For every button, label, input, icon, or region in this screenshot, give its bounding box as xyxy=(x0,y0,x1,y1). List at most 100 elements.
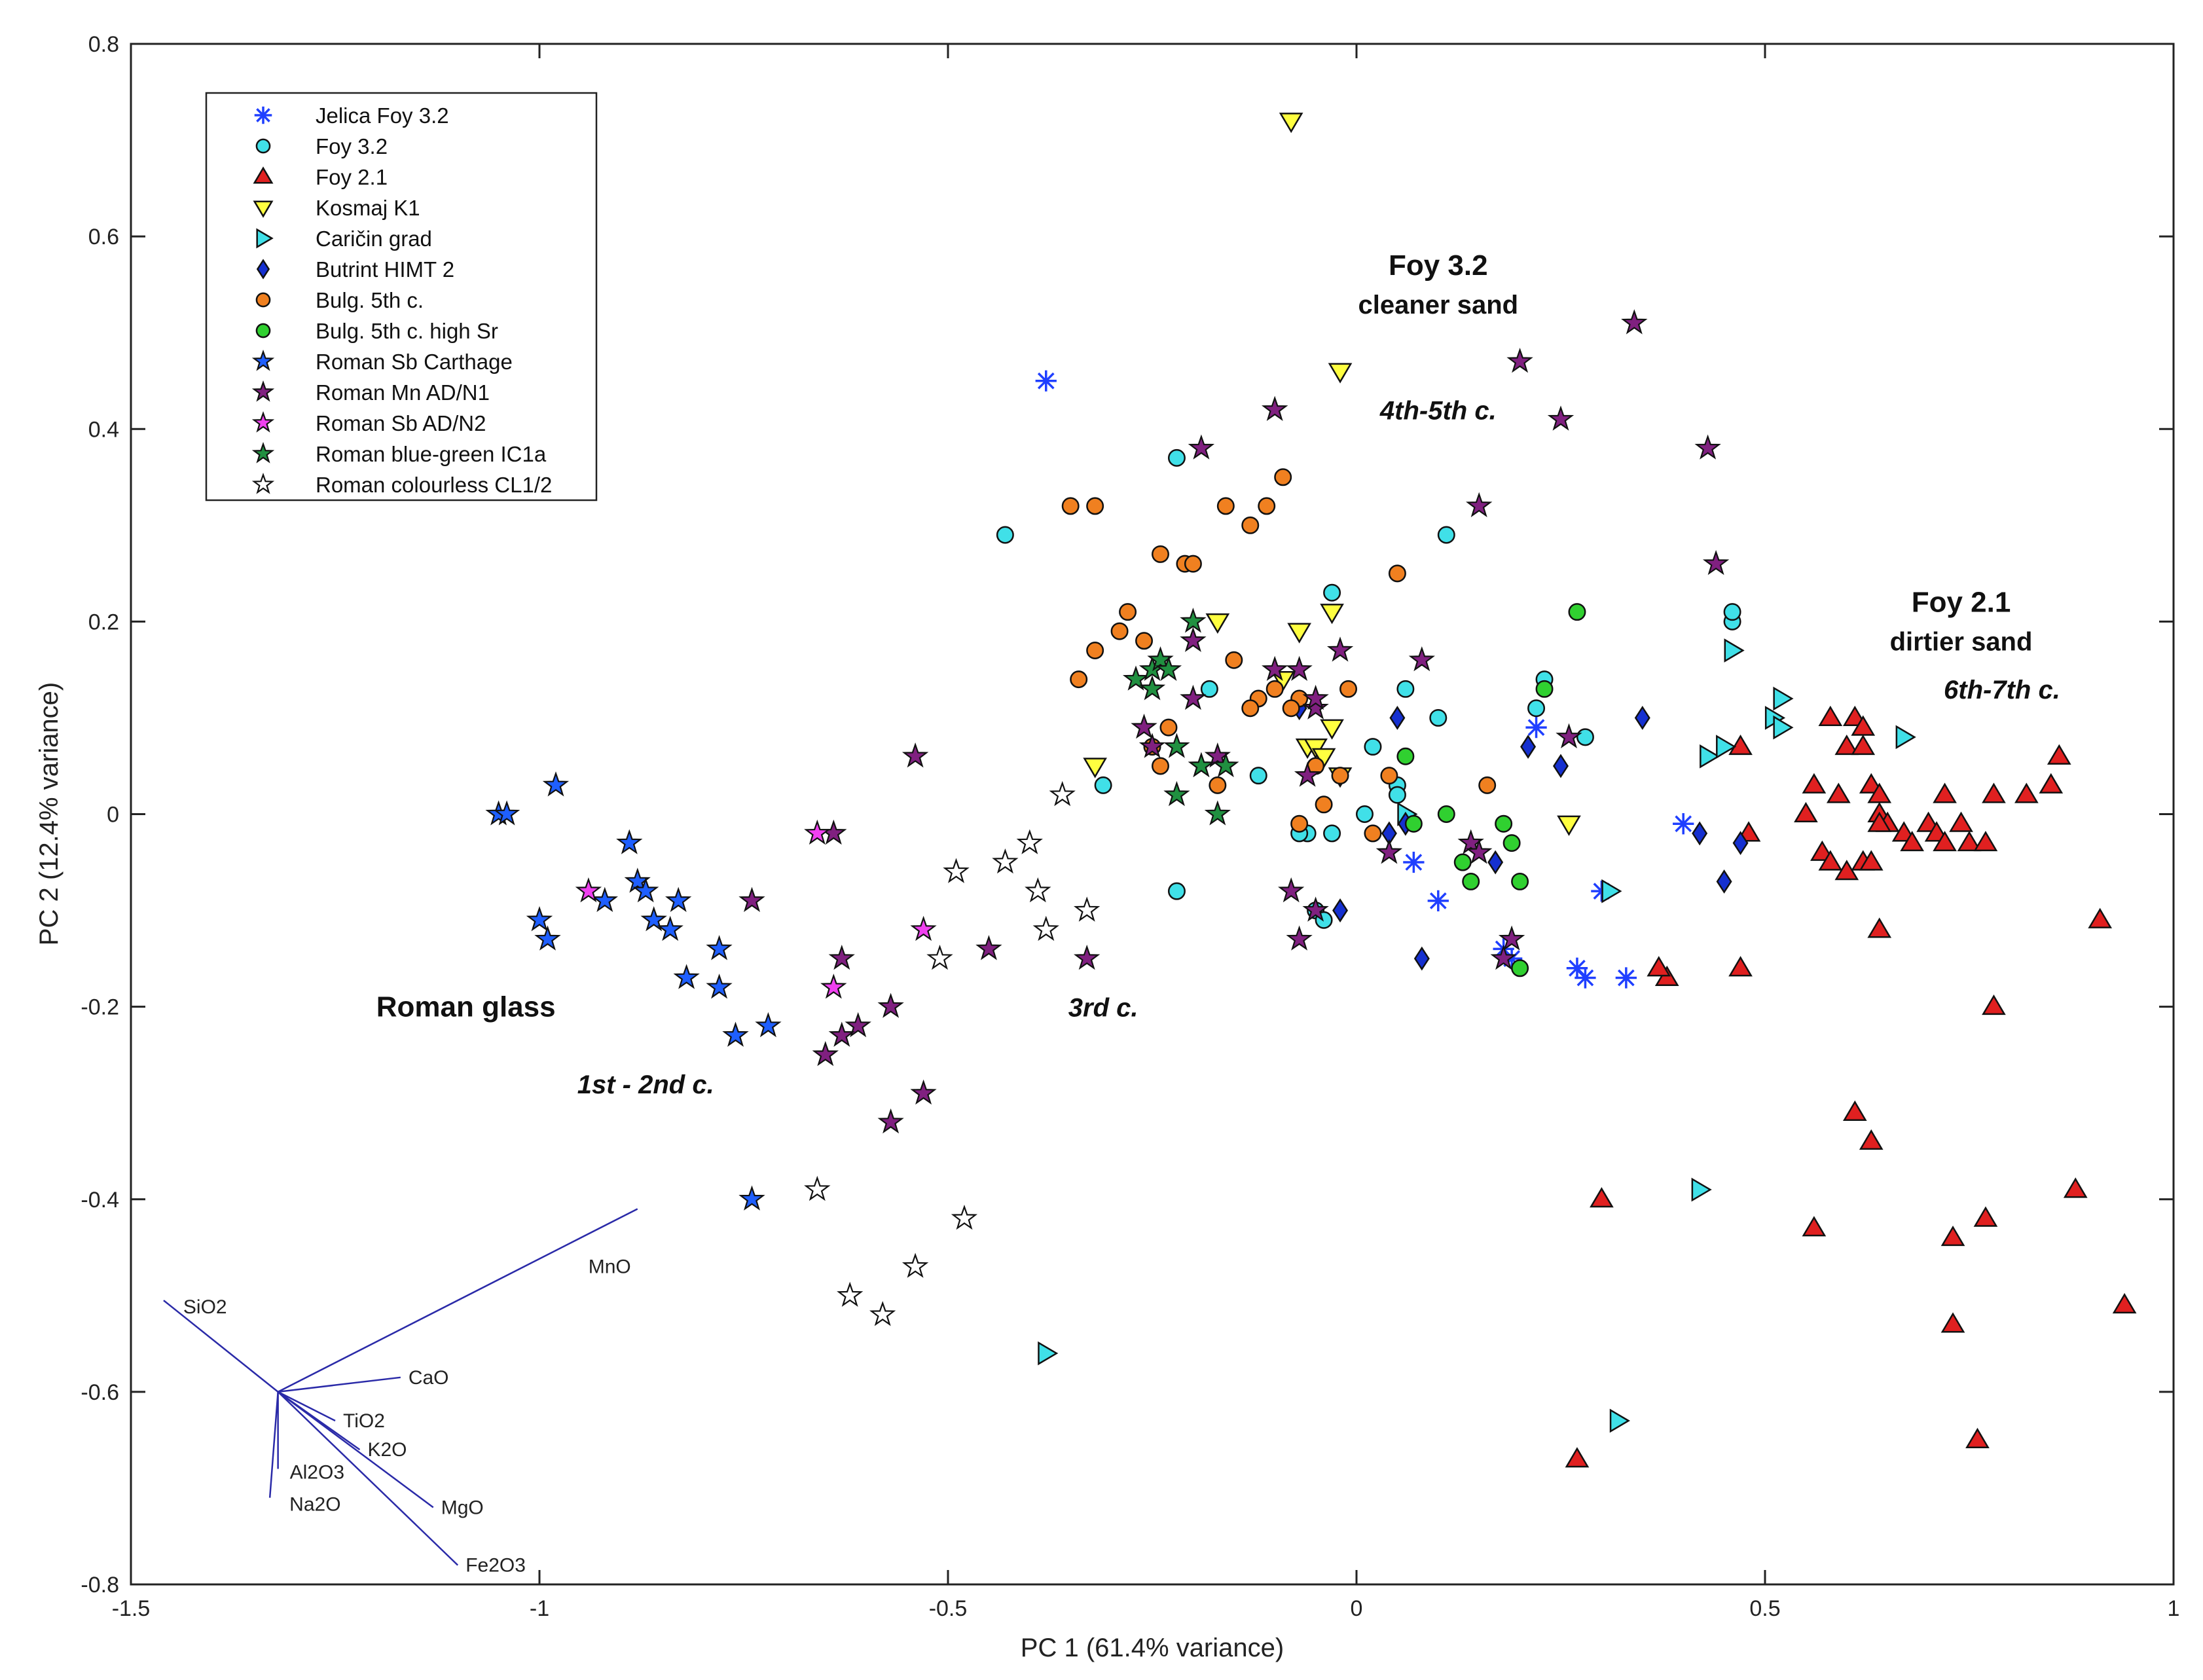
annotation: 3rd c. xyxy=(1068,993,1138,1022)
data-point xyxy=(1290,814,1309,833)
data-point xyxy=(1525,716,1547,739)
legend-label: Bulg. 5th c. xyxy=(316,288,424,312)
data-point xyxy=(493,800,520,826)
data-point xyxy=(1576,728,1594,746)
data-point xyxy=(804,819,831,845)
data-point xyxy=(1728,734,1753,756)
data-point xyxy=(1155,655,1182,682)
data-point xyxy=(1287,623,1311,644)
data-point xyxy=(1859,1129,1884,1150)
data-point xyxy=(1568,603,1586,621)
data-point xyxy=(1163,733,1190,758)
data-point xyxy=(1278,877,1305,903)
legend-item: Foy 3.2 xyxy=(255,134,388,158)
annotation: Roman glass xyxy=(376,991,556,1023)
data-point xyxy=(1724,638,1745,663)
data-point xyxy=(1590,1187,1614,1208)
y-tick-label: 0.8 xyxy=(88,32,119,57)
data-point xyxy=(1016,829,1043,854)
y-tick-label: -0.4 xyxy=(81,1188,119,1213)
data-point xyxy=(1427,890,1449,912)
data-point xyxy=(1502,834,1521,852)
data-point xyxy=(1965,1427,1990,1448)
data-point xyxy=(1466,492,1493,518)
data-point xyxy=(1506,348,1533,373)
legend-item: Roman colourless CL1/2 xyxy=(251,472,552,497)
legend-item: Roman Sb AD/N2 xyxy=(251,411,486,435)
data-point xyxy=(632,877,659,903)
x-tick-label: 0.5 xyxy=(1749,1596,1780,1621)
legend-marker xyxy=(251,380,275,402)
series-7 xyxy=(1396,603,1586,977)
legend-label: Roman Sb AD/N2 xyxy=(316,411,486,435)
series-8 xyxy=(485,771,782,1211)
data-point xyxy=(1389,705,1406,730)
data-point xyxy=(1261,395,1288,422)
data-point xyxy=(534,925,561,951)
loading-label-tio2: TiO2 xyxy=(343,1410,385,1432)
data-point xyxy=(1773,715,1794,740)
data-point xyxy=(1375,839,1403,864)
data-point xyxy=(1694,434,1721,460)
data-point xyxy=(1437,526,1455,544)
data-point xyxy=(616,829,643,854)
data-point xyxy=(926,944,953,970)
data-point xyxy=(1403,851,1425,873)
legend-marker xyxy=(251,411,275,433)
data-point xyxy=(1188,434,1215,460)
loading-vector-na2o xyxy=(268,1391,279,1498)
data-point xyxy=(1286,655,1313,682)
data-point xyxy=(1331,767,1349,785)
legend-item: Roman Mn AD/N1 xyxy=(251,380,490,405)
loading-vector-sio2 xyxy=(163,1300,279,1393)
data-point xyxy=(1794,801,1818,823)
data-point xyxy=(1818,850,1843,871)
data-point xyxy=(1094,776,1112,794)
legend-marker xyxy=(256,259,270,280)
data-point xyxy=(1282,699,1300,718)
data-point xyxy=(2014,782,2039,803)
data-point xyxy=(1716,869,1732,894)
data-point xyxy=(1429,708,1447,727)
data-point xyxy=(706,974,733,999)
data-point xyxy=(2047,744,2071,765)
data-point xyxy=(1138,675,1166,701)
legend-label: Roman blue-green IC1a xyxy=(316,442,547,466)
data-point xyxy=(1119,603,1137,621)
data-point xyxy=(2112,1292,2137,1314)
data-point xyxy=(1900,831,1924,852)
legend-marker xyxy=(255,323,271,338)
data-point xyxy=(1557,815,1581,836)
data-point xyxy=(575,877,602,903)
legend-marker xyxy=(253,166,274,184)
series-9 xyxy=(738,309,1730,1134)
legend-item: Foy 2.1 xyxy=(253,165,388,189)
data-point xyxy=(1159,718,1178,737)
data-point xyxy=(1691,1177,1712,1202)
data-point xyxy=(951,1204,978,1230)
y-tick-label: 0.6 xyxy=(88,225,119,249)
x-axis-title: PC 1 (61.4% variance) xyxy=(1021,1634,1284,1662)
data-point xyxy=(1035,370,1057,392)
data-point xyxy=(673,964,700,989)
data-point xyxy=(845,1012,871,1038)
data-point xyxy=(1388,564,1406,583)
annotation: cleaner sand xyxy=(1358,291,1519,320)
annotations: Foy 3.2 cleaner sand 4th-5th c. Foy 2.1 dirt… xyxy=(376,249,2060,1099)
data-point xyxy=(1601,879,1622,904)
data-point xyxy=(1074,944,1101,970)
y-tick-label: -0.8 xyxy=(81,1573,119,1598)
legend-label: Roman colourless CL1/2 xyxy=(316,473,552,497)
data-point xyxy=(1038,1341,1059,1366)
data-point xyxy=(1320,604,1344,625)
legend-label: Butrint HIMT 2 xyxy=(316,257,454,282)
loading-label-cao: CaO xyxy=(409,1367,449,1389)
loading-label-mno: MnO xyxy=(589,1256,631,1277)
data-point xyxy=(1180,627,1207,652)
data-point xyxy=(1025,877,1051,903)
legend-item: Caričin grad xyxy=(256,227,432,251)
data-point xyxy=(1413,946,1430,971)
data-point xyxy=(1049,780,1076,807)
y-tick-label: 0.2 xyxy=(88,610,119,634)
legend-marker xyxy=(254,106,272,124)
